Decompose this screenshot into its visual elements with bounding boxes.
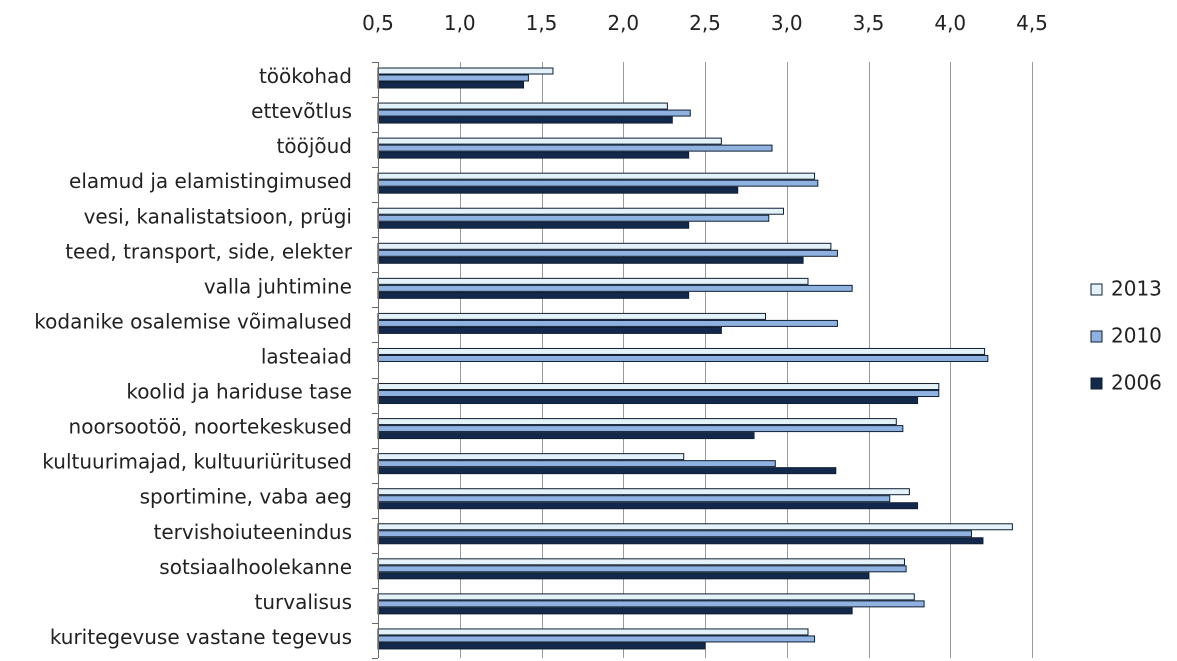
category-label: kultuurimajad, kultuuriüritused [42,450,352,474]
bar-2010 [378,215,769,221]
bar-2013 [378,313,765,319]
bar-2013 [378,524,1012,530]
x-tick-label: 1,0 [444,11,476,35]
bar-2010 [378,285,852,291]
bar-2013 [378,103,667,109]
category-labels: töökohad ettevõtlus tööjõud elamud ja elami… [34,64,353,649]
bars [378,68,1012,649]
bar-2010 [378,180,818,186]
category-label: tööjõud [277,134,352,158]
category-label: tervishoiuteenindus [154,520,352,544]
bar-2006 [378,257,803,263]
category-label: koolid ja hariduse tase [126,380,352,404]
x-tick-label: 3,5 [853,11,885,35]
bar-2013 [378,68,553,74]
x-axis-tick-labels: 0,5 1,0 1,5 2,0 2,5 3,0 3,5 4,0 4,5 [362,11,1048,35]
bar-2010 [378,75,528,81]
bar-2006 [378,187,738,193]
bar-2010 [378,496,890,502]
bar-2010 [378,566,906,572]
category-label: sportimine, vaba aeg [140,485,352,509]
x-tick-label: 2,0 [607,11,639,35]
bar-2006 [378,82,524,88]
legend-label: 2006 [1111,371,1162,395]
bar-2013 [378,384,939,390]
legend-label: 2010 [1111,324,1162,348]
bar-2006 [378,433,754,439]
bar-2010 [378,145,772,151]
bar-2010 [378,601,924,607]
bar-2013 [378,138,721,144]
bar-2006 [378,573,869,579]
bar-2013 [378,208,783,214]
category-label: sotsiaalhoolekanne [159,555,352,579]
bar-2010 [378,110,690,116]
category-label: turvalisus [255,590,352,614]
bar-2013 [378,173,815,179]
category-label: elamud ja elamistingimused [69,169,352,193]
bar-2010 [378,391,939,397]
category-label: kuritegevuse vastane tegevus [50,625,352,649]
bar-2013 [378,454,684,460]
category-label: töökohad [259,64,352,88]
bar-2010 [378,531,972,537]
bar-2013 [378,559,904,565]
bar-2006 [378,468,836,474]
bar-2006 [378,292,689,298]
bar-2013 [378,594,914,600]
bar-2006 [378,327,721,333]
bar-2013 [378,243,831,249]
x-tick-label: 4,5 [1016,11,1048,35]
category-label: kodanike osalemise võimalused [34,309,352,333]
legend: 2013 2010 2006 [1091,277,1162,395]
category-label: ettevõtlus [251,99,352,123]
x-tick-label: 1,5 [526,11,558,35]
bar-2006 [378,608,852,614]
bar-2010 [378,426,903,432]
bar-2006 [378,222,689,228]
x-tick-label: 4,0 [934,11,966,35]
bar-2006 [378,398,918,404]
x-tick-label: 2,5 [689,11,721,35]
category-label: teed, transport, side, elekter [65,239,353,263]
category-label: vesi, kanalistatsioon, prügi [84,204,352,228]
category-label: valla juhtimine [204,274,352,298]
bar-2010 [378,250,837,256]
category-label: lasteaiad [261,345,352,369]
legend-swatch [1091,331,1102,342]
x-tick-label: 0,5 [362,11,394,35]
bar-2013 [378,278,808,284]
bar-2010 [378,636,815,642]
bar-2013 [378,419,896,425]
category-label: noorsootöö, noortekeskused [69,415,352,439]
bar-2006 [378,538,983,544]
bar-2013 [378,348,985,354]
bar-2006 [378,643,705,649]
bar-2006 [378,152,689,158]
bar-2006 [378,503,918,509]
bar-2010 [378,461,775,467]
bar-2010 [378,320,837,326]
bar-2013 [378,489,909,495]
legend-swatch [1091,378,1102,389]
bar-2013 [378,629,808,635]
bar-2010 [378,355,988,361]
bar-2006 [378,117,672,123]
legend-swatch [1091,284,1102,295]
x-tick-label: 3,0 [771,11,803,35]
legend-label: 2013 [1111,277,1162,301]
